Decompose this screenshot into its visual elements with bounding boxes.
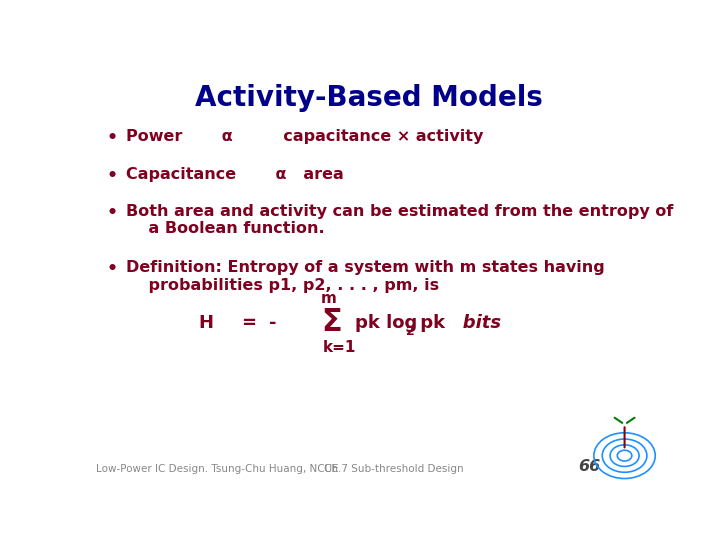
Text: Capacitance       α   area: Capacitance α area: [126, 167, 344, 181]
Text: k=1: k=1: [323, 340, 356, 355]
Text: Power       α         capacitance × activity: Power α capacitance × activity: [126, 129, 484, 144]
Text: =: =: [240, 314, 256, 332]
Text: Both area and activity can be estimated from the entropy of
    a Boolean functi: Both area and activity can be estimated …: [126, 204, 674, 237]
Text: Low-Power IC Design. Tsung-Chu Huang, NCUE: Low-Power IC Design. Tsung-Chu Huang, NC…: [96, 464, 338, 474]
Text: Definition: Entropy of a system with m states having
    probabilities p1, p2, .: Definition: Entropy of a system with m s…: [126, 260, 605, 293]
Text: Σ: Σ: [322, 308, 342, 337]
Text: Ch.7 Sub-threshold Design: Ch.7 Sub-threshold Design: [324, 464, 464, 474]
Text: •: •: [107, 260, 118, 278]
Text: •: •: [107, 129, 118, 147]
Text: bits: bits: [444, 314, 501, 332]
Text: -: -: [269, 314, 276, 332]
Text: 2: 2: [406, 325, 415, 338]
Text: pk log: pk log: [355, 314, 418, 332]
Text: H: H: [199, 314, 214, 332]
Text: m: m: [320, 291, 336, 306]
Text: pk: pk: [413, 314, 445, 332]
Text: Activity-Based Models: Activity-Based Models: [195, 84, 543, 112]
Text: 66: 66: [578, 460, 600, 474]
Text: •: •: [107, 167, 118, 185]
Text: •: •: [107, 204, 118, 222]
